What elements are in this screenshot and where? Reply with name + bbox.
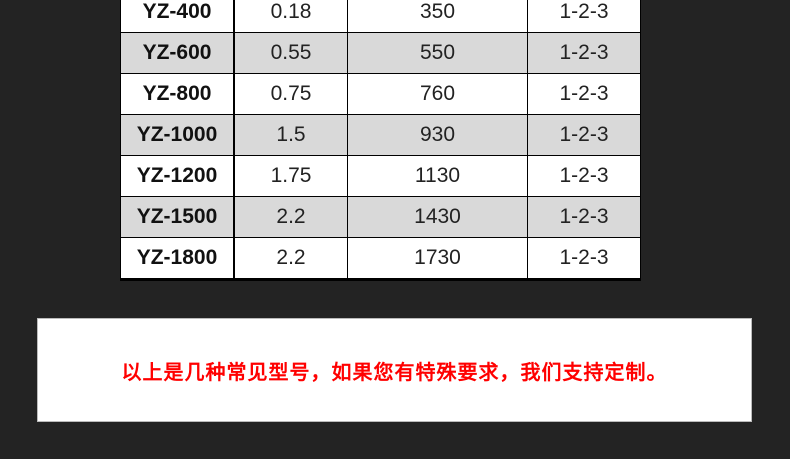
value-cell-3: 1-2-3 [527, 237, 641, 281]
value-cell-1: 1.5 [233, 114, 348, 156]
value-cell-1: 0.55 [233, 32, 348, 74]
value-cell-1: 0.75 [233, 73, 348, 115]
value-cell-2: 1730 [347, 237, 528, 281]
model-cell: YZ-1000 [120, 114, 235, 156]
model-cell: YZ-600 [120, 32, 235, 74]
value-cell-3: 1-2-3 [527, 196, 641, 238]
model-cell: YZ-400 [120, 0, 235, 33]
value-cell-1: 1.75 [233, 155, 348, 197]
value-cell-1: 2.2 [233, 237, 348, 281]
value-cell-2: 760 [347, 73, 528, 115]
table-row: YZ-800 0.75 760 1-2-3 [120, 73, 641, 115]
value-cell-3: 1-2-3 [527, 32, 641, 74]
model-cell: YZ-800 [120, 73, 235, 115]
value-cell-1: 0.18 [233, 0, 348, 33]
model-cell: YZ-1500 [120, 196, 235, 238]
model-cell: YZ-1200 [120, 155, 235, 197]
custom-note-box: 以上是几种常见型号，如果您有特殊要求，我们支持定制。 [37, 318, 752, 422]
value-cell-3: 1-2-3 [527, 155, 641, 197]
value-cell-3: 1-2-3 [527, 114, 641, 156]
value-cell-3: 1-2-3 [527, 73, 641, 115]
value-cell-2: 930 [347, 114, 528, 156]
custom-note-text: 以上是几种常见型号，如果您有特殊要求，我们支持定制。 [121, 359, 668, 384]
value-cell-1: 2.2 [233, 196, 348, 238]
table-row: YZ-400 0.18 350 1-2-3 [120, 0, 641, 33]
table-row: YZ-1500 2.2 1430 1-2-3 [120, 196, 641, 238]
table-row: YZ-1000 1.5 930 1-2-3 [120, 114, 641, 156]
table-row: YZ-1200 1.75 1130 1-2-3 [120, 155, 641, 197]
value-cell-2: 1430 [347, 196, 528, 238]
model-cell: YZ-1800 [120, 237, 235, 281]
value-cell-2: 550 [347, 32, 528, 74]
value-cell-3: 1-2-3 [527, 0, 641, 33]
table-row: YZ-1800 2.2 1730 1-2-3 [120, 237, 641, 281]
value-cell-2: 350 [347, 0, 528, 33]
value-cell-2: 1130 [347, 155, 528, 197]
table-row: YZ-600 0.55 550 1-2-3 [120, 32, 641, 74]
model-spec-table: YZ-400 0.18 350 1-2-3 YZ-600 0.55 550 1-2-3 YZ-8… [120, 0, 641, 281]
